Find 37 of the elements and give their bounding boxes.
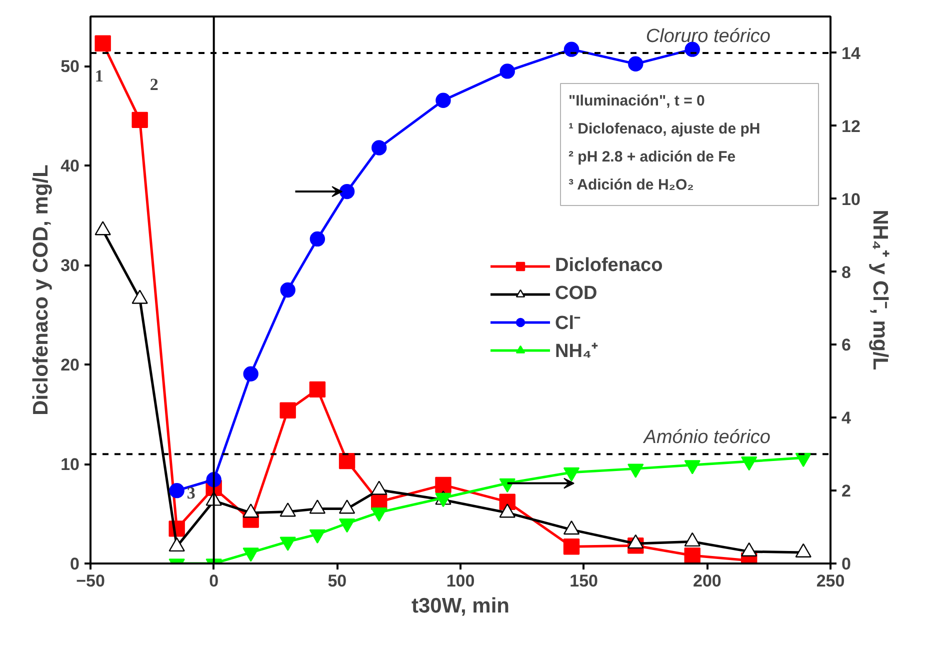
x-tick-label: 50 — [328, 572, 347, 590]
annotation: 3 — [186, 484, 196, 503]
y-tick-label: 40 — [60, 156, 80, 176]
annotation: 2 — [150, 74, 158, 94]
annotation: ² pH 2.8 + adición de Fe — [568, 148, 736, 166]
y-tick-label: 0 — [70, 554, 80, 574]
x-tick-label: 100 — [446, 572, 475, 590]
x-tick-label: 200 — [692, 572, 722, 590]
x-tick-label: −50 — [76, 572, 105, 590]
y2-tick-label: 10 — [842, 190, 860, 209]
legend-label: COD — [555, 282, 598, 306]
y-axis-title: Diclofenaco y COD, mg/L — [30, 164, 53, 416]
y2-tick-label: 0 — [842, 554, 851, 574]
annotation: "Iluminación", t = 0 — [568, 92, 705, 110]
x-tick-label: 150 — [570, 572, 598, 590]
y2-tick-label: 6 — [842, 336, 851, 355]
annotation: 1 — [94, 66, 104, 86]
y-tick-label: 20 — [60, 356, 80, 375]
legend-label: NH₄⁺ — [555, 340, 598, 363]
ref-line-label: Cloruro teórico — [646, 26, 771, 47]
y2-tick-label: 2 — [842, 482, 851, 501]
y2-axis-title: NH₄⁺ y Cl⁻, mg/L — [868, 210, 892, 370]
ref-line-label: Amónio teórico — [642, 427, 771, 448]
y2-tick-label: 12 — [842, 116, 860, 136]
y-tick-label: 50 — [60, 57, 80, 76]
annotation: ³ Adición de H₂O₂ — [568, 176, 694, 194]
legend-label: Diclofenaco — [555, 254, 663, 278]
y-tick-label: 30 — [60, 256, 80, 276]
x-tick-label: 250 — [816, 572, 845, 590]
y2-tick-label: 14 — [842, 44, 861, 63]
y2-tick-label: 4 — [842, 408, 852, 428]
legend-label: Cl⁻ — [555, 312, 580, 335]
x-axis-title: t30W, min — [411, 594, 510, 618]
annotation: ¹ Diclofenaco, ajuste de pH — [568, 120, 760, 138]
y-tick-label: 10 — [60, 455, 80, 474]
x-tick-label: 0 — [209, 572, 219, 590]
y2-tick-label: 8 — [842, 262, 851, 282]
